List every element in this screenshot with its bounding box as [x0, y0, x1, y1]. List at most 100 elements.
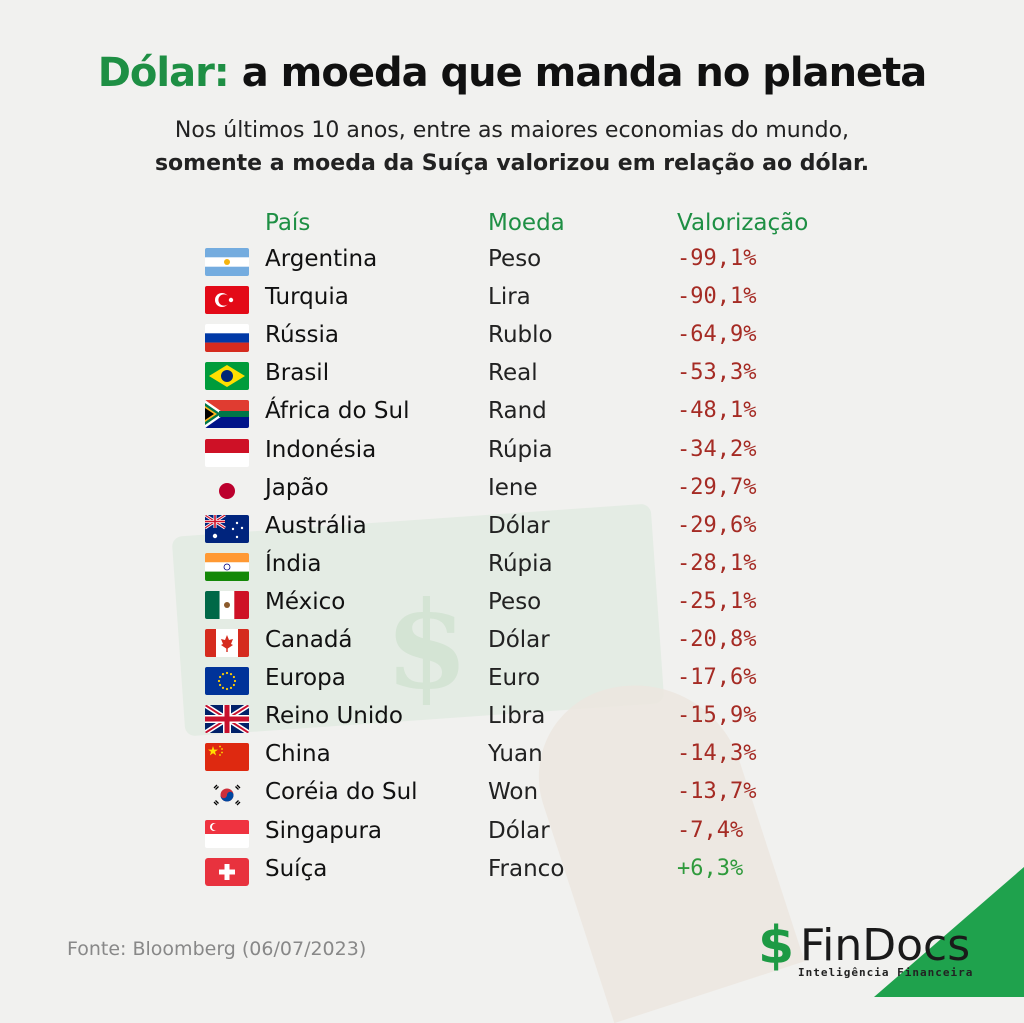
table-row: Europa Euro -17,6% — [0, 663, 1024, 701]
country-name: Austrália — [265, 512, 367, 539]
table-row: Canadá Dólar -20,8% — [0, 625, 1024, 663]
country-name: Argentina — [265, 246, 378, 272]
table-row: Turquia Lira -90,1% — [0, 282, 1024, 320]
country-name: Turquia — [265, 284, 349, 311]
australia-flag-icon — [205, 514, 249, 543]
corner-accent — [874, 867, 1024, 997]
change-value: -17,6% — [677, 665, 757, 691]
south-africa-flag-icon — [205, 400, 249, 429]
currency-name: Euro — [488, 665, 541, 692]
change-value: -20,8% — [677, 627, 757, 652]
table-row: Coréia do Sul Won -13,7% — [0, 777, 1024, 815]
currency-name: Libra — [488, 703, 546, 730]
india-flag-icon — [205, 552, 249, 581]
canada-flag-icon — [205, 629, 249, 657]
table-row: Austrália Dólar -29,6% — [0, 511, 1024, 549]
currency-name: Yuan — [488, 741, 543, 768]
table-row: Argentina Peso -99,1% — [0, 244, 1024, 282]
eu-flag-icon — [205, 667, 249, 696]
table-row: Suíça Franco +6,3% — [0, 854, 1024, 892]
country-name: Rússia — [265, 322, 339, 349]
page-title: Dólar: a moeda que manda no planeta — [0, 50, 1024, 96]
mexico-flag-icon — [205, 590, 249, 619]
currency-name: Real — [488, 360, 538, 387]
change-value: -29,7% — [677, 474, 757, 500]
table-row: Reino Unido Libra -15,9% — [0, 701, 1024, 739]
table-row: Brasil Real -53,3% — [0, 358, 1024, 396]
table-row: Japão Iene -29,7% — [0, 473, 1024, 511]
currency-name: Peso — [488, 246, 542, 272]
currency-name: Franco — [488, 855, 565, 882]
change-value: -53,3% — [677, 360, 757, 386]
change-value: +6,3% — [677, 855, 744, 881]
currency-name: Rúpia — [488, 436, 553, 463]
subtitle: Nos últimos 10 anos, entre as maiores ec… — [0, 114, 1024, 180]
switzerland-flag-icon — [205, 857, 249, 886]
header-country: País — [265, 210, 311, 236]
title-rest: a moeda que manda no planeta — [241, 50, 928, 96]
currency-name: Iene — [488, 474, 538, 501]
change-value: -28,1% — [677, 550, 757, 576]
change-value: -15,9% — [677, 703, 757, 729]
table-row: Singapura Dólar -7,4% — [0, 816, 1024, 854]
argentina-flag-icon — [205, 248, 249, 276]
table-row: África do Sul Rand -48,1% — [0, 396, 1024, 434]
table-row: Rússia Rublo -64,9% — [0, 320, 1024, 358]
currency-name: Dólar — [488, 512, 550, 539]
country-name: Coréia do Sul — [265, 779, 418, 806]
country-name: México — [265, 588, 346, 615]
change-value: -34,2% — [677, 436, 757, 462]
turkey-flag-icon — [205, 286, 249, 315]
china-flag-icon — [205, 743, 249, 772]
subtitle-line-2: somente a moeda da Suíça valorizou em re… — [154, 151, 870, 176]
change-value: -64,9% — [677, 322, 757, 348]
country-name: Europa — [265, 665, 346, 692]
background-dollar-sign-icon: $ — [385, 575, 469, 716]
country-name: Suíça — [265, 855, 328, 882]
singapore-flag-icon — [205, 819, 249, 848]
change-value: -90,1% — [677, 284, 757, 310]
country-name: Canadá — [265, 627, 353, 653]
country-name: Índia — [265, 550, 322, 577]
table-row: Indonésia Rúpia -34,2% — [0, 435, 1024, 473]
change-value: -13,7% — [677, 779, 757, 805]
change-value: -99,1% — [677, 246, 757, 271]
brand-dollar-icon: $ — [758, 916, 795, 976]
currency-name: Won — [488, 779, 539, 806]
subtitle-line-1: Nos últimos 10 anos, entre as maiores ec… — [174, 118, 850, 143]
currency-name: Rublo — [488, 322, 553, 349]
table-row: Índia Rúpia -28,1% — [0, 549, 1024, 587]
brazil-flag-icon — [205, 362, 249, 391]
currency-name: Dólar — [488, 817, 550, 844]
currency-name: Lira — [488, 284, 531, 311]
change-value: -14,3% — [677, 741, 757, 767]
change-value: -29,6% — [677, 512, 757, 538]
country-name: Indonésia — [265, 436, 377, 463]
currency-name: Rúpia — [488, 550, 553, 577]
brand-tagline: Inteligência Financeira — [798, 966, 974, 979]
table-row: China Yuan -14,3% — [0, 739, 1024, 777]
indonesia-flag-icon — [205, 438, 249, 467]
header-currency: Moeda — [488, 210, 565, 236]
currency-name: Peso — [488, 588, 542, 615]
currency-name: Rand — [488, 398, 547, 425]
uk-flag-icon — [205, 705, 249, 734]
brand-name: FinDocs — [800, 920, 971, 971]
country-name: Brasil — [265, 360, 330, 387]
source-note: Fonte: Bloomberg (06/07/2023) — [67, 938, 367, 960]
table-row: México Peso -25,1% — [0, 587, 1024, 625]
country-name: Singapura — [265, 817, 382, 844]
country-name: Japão — [265, 474, 329, 501]
country-name: Reino Unido — [265, 703, 403, 730]
title-accent: Dólar: — [97, 50, 230, 96]
japan-flag-icon — [205, 476, 249, 505]
country-name: China — [265, 741, 331, 768]
change-value: -7,4% — [677, 817, 744, 843]
country-name: África do Sul — [265, 398, 410, 425]
header-change: Valorização — [677, 210, 809, 236]
russia-flag-icon — [205, 324, 249, 353]
south-korea-flag-icon — [205, 781, 249, 810]
change-value: -48,1% — [677, 398, 757, 424]
change-value: -25,1% — [677, 588, 757, 614]
currency-name: Dólar — [488, 627, 550, 653]
